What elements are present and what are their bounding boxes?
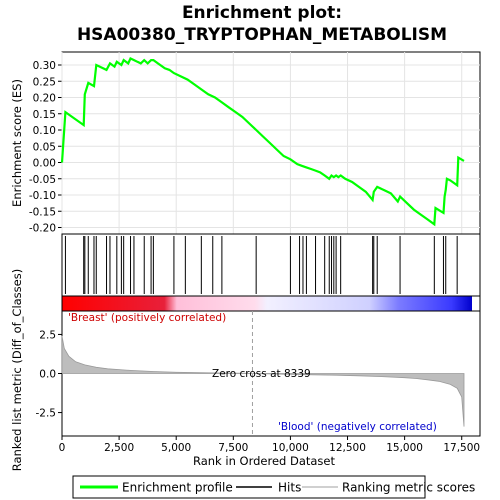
x-axis-label: Rank in Ordered Dataset (193, 454, 336, 468)
ranking-metric-scores (61, 335, 465, 427)
chart-title-line2: HSA00380_TRYPTOPHAN_METABOLISM (77, 25, 447, 45)
enrichment-y-ticks: 0.30 0.25 0.20 0.15 0.10 0.05 0.00 -0.05 -0.10 -0… (29, 60, 56, 235)
y-tick-label: 0.0 (39, 369, 56, 381)
zero-cross-label: Zero cross at 8339 (212, 368, 311, 380)
x-tick-label: 0 (59, 442, 66, 454)
hit-marks (64, 236, 458, 294)
y-tick-label: 0.25 (33, 76, 56, 88)
enrichment-grid (58, 52, 480, 234)
enrichment-profile (60, 57, 465, 227)
rank-color-bar (61, 295, 481, 312)
x-tick-label: 17,500 (443, 442, 480, 454)
y-tick-label: 0.30 (33, 60, 56, 72)
x-tick-label: 15,000 (386, 442, 423, 454)
x-tick-label: 5,000 (161, 442, 191, 454)
ranked-metric-y-label: Ranked list metric (Diff_of_Classes) (10, 269, 24, 471)
y-tick-label: 0.10 (33, 125, 56, 137)
x-tick-label: 12,500 (329, 442, 366, 454)
legend-enrichment-label: Enrichment profile (122, 481, 233, 495)
x-tick-label: 2,500 (104, 442, 134, 454)
y-tick-label: 0.00 (33, 158, 56, 170)
y-tick-label: -0.20 (29, 223, 56, 235)
ranked-metric-panel: 2.5 0.0 -2.5 'Breast' (positively correlat… (10, 269, 481, 471)
negative-class-label: 'Blood' (negatively correlated) (278, 421, 437, 433)
positive-class-label: 'Breast' (positively correlated) (68, 312, 226, 324)
y-tick-label: -0.15 (29, 206, 56, 218)
hits-panel-frame (61, 233, 481, 297)
y-tick-label: 2.5 (39, 329, 56, 341)
ranked-metric-y-ticks: 2.5 0.0 -2.5 (36, 329, 62, 420)
x-tick-label: 10,000 (272, 442, 309, 454)
enrichment-profile-line (60, 57, 465, 227)
y-tick-label: 0.15 (33, 109, 56, 121)
y-tick-label: 0.05 (33, 141, 56, 153)
legend-ranking-label: Ranking metric scores (342, 481, 475, 495)
ranking-metric-area (61, 335, 465, 427)
y-tick-label: 0.20 (33, 93, 56, 105)
enrichment-y-label: Enrichment score (ES) (10, 79, 24, 207)
legend: Enrichment profile Hits Ranking metric s… (72, 475, 475, 499)
chart-title: Enrichment plot: (182, 3, 342, 23)
x-axis-ticks: 0 2,500 5,000 7,500 10,000 12,500 15,000 17,500 (59, 436, 480, 454)
hits-panel (61, 233, 481, 297)
y-tick-label: -0.10 (29, 190, 56, 202)
y-tick-label: -0.05 (29, 174, 56, 186)
enrichment-panel: 0.30 0.25 0.20 0.15 0.10 0.05 0.00 -0.05 -0.10 -0… (10, 51, 481, 235)
legend-hits-label: Hits (278, 481, 301, 495)
y-tick-label: -2.5 (36, 408, 57, 420)
x-tick-label: 7,500 (218, 442, 248, 454)
rank-gradient (62, 296, 472, 311)
